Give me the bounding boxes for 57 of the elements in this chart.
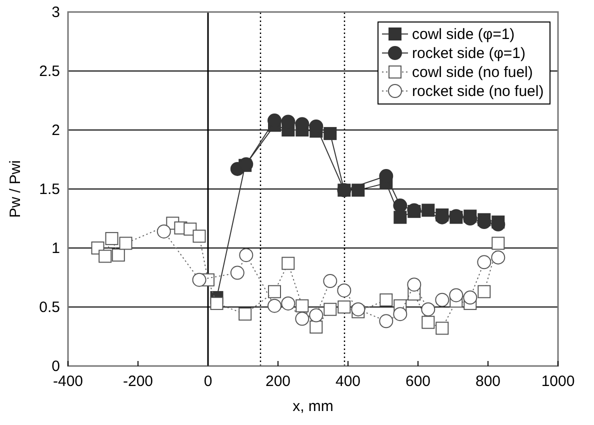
point <box>422 204 435 217</box>
point <box>324 302 337 316</box>
x-tick-label: 800 <box>475 373 501 390</box>
y-tick-label: 3 <box>52 4 60 21</box>
legend-label: rocket side (no fuel) <box>412 83 544 100</box>
point <box>449 288 464 302</box>
x-tick-label: 200 <box>265 373 291 390</box>
point <box>463 290 478 305</box>
point <box>477 255 492 270</box>
point <box>98 250 112 263</box>
legend-label: cowl side (no fuel) <box>412 64 533 81</box>
point <box>238 308 252 321</box>
x-tick-label: -200 <box>122 373 154 390</box>
point <box>268 298 282 313</box>
point <box>478 285 491 298</box>
point <box>421 302 436 316</box>
y-tick-label: 2 <box>52 122 60 139</box>
y-tick-label: 2.5 <box>39 63 60 80</box>
legend-label: rocket side (φ=1) <box>412 45 526 62</box>
point <box>351 302 366 316</box>
y-tick-label: 0.5 <box>39 299 60 316</box>
legend-label: cowl side (φ=1) <box>412 26 515 43</box>
point <box>239 248 254 262</box>
point <box>295 312 310 326</box>
point <box>393 198 408 213</box>
point <box>491 250 506 264</box>
x-tick-label: -400 <box>52 373 84 390</box>
point <box>309 308 324 322</box>
point <box>407 278 422 292</box>
x-tick-label: 600 <box>405 373 431 390</box>
point <box>230 266 244 280</box>
point <box>192 230 206 243</box>
x-tick-label: 1000 <box>541 373 575 390</box>
point <box>393 307 408 322</box>
point <box>492 236 505 250</box>
point <box>436 322 449 335</box>
point <box>156 224 171 238</box>
point <box>323 274 338 288</box>
y-tick-label: 1.5 <box>39 181 60 198</box>
point <box>192 272 206 287</box>
point <box>119 236 132 250</box>
point <box>210 296 224 310</box>
point <box>337 283 352 298</box>
point <box>435 292 450 307</box>
point <box>338 300 351 314</box>
point <box>296 299 309 312</box>
y-tick-label: 0 <box>52 358 60 375</box>
point <box>379 314 394 328</box>
y-tick-label: 1 <box>52 240 60 257</box>
x-tick-label: 400 <box>335 373 361 390</box>
x-axis-title: x, mm <box>292 398 334 415</box>
point <box>352 184 365 197</box>
point <box>281 296 296 310</box>
y-axis-title: Pw / Pwi <box>7 160 24 218</box>
point <box>394 210 407 224</box>
point <box>324 127 337 140</box>
x-tick-label: 0 <box>204 373 212 390</box>
